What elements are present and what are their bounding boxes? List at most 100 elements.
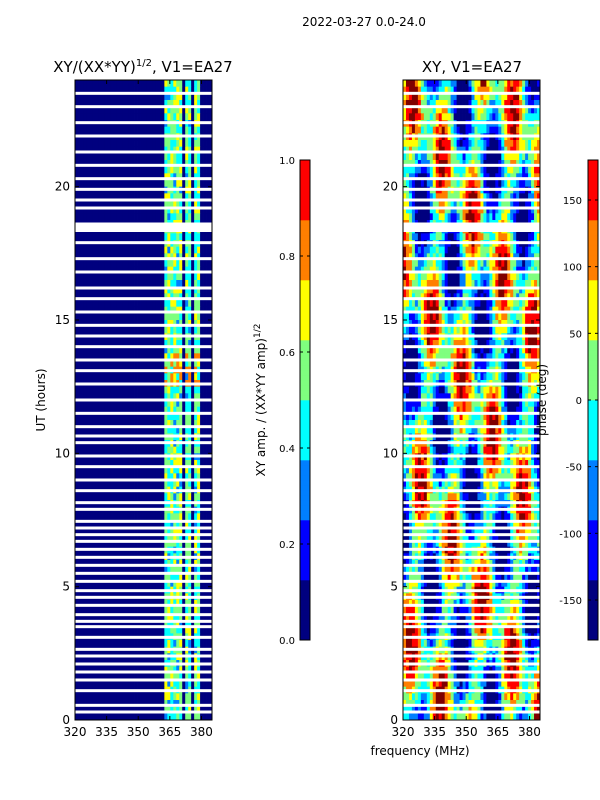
colorbar-segment (300, 175, 310, 181)
flagged-row (75, 489, 212, 493)
colorbar-segment (588, 435, 598, 441)
colorbar-segment (588, 545, 598, 551)
amplitude-colorbar-frame (299, 159, 311, 641)
panel-phase: XY, V1=EA27 320 335 350 365 380 0 5 10 15 20 freq… (370, 58, 540, 758)
x-tick-label: 380 (518, 725, 541, 739)
colorbar-segment (300, 160, 310, 166)
colorbar-segment (300, 195, 310, 201)
colorbar-segment (300, 570, 310, 576)
colorbar-segment (300, 275, 310, 281)
flagged-row (403, 465, 540, 469)
flagged-row (403, 177, 540, 181)
colorbar-segment (300, 310, 310, 316)
colorbar-tick-label: 0.0 (279, 636, 295, 647)
flagged-row (75, 187, 212, 191)
colorbar-segment (300, 240, 310, 246)
amplitude-colorbar: 0.0 0.2 0.4 0.6 0.8 1.0 XY amp. / (XX*YY amp)… (253, 156, 311, 647)
colorbar-segment (588, 475, 598, 481)
colorbar-segment (300, 405, 310, 411)
colorbar-segment (300, 605, 310, 611)
colorbar-segment (588, 490, 598, 496)
flagged-row (75, 150, 212, 154)
amplitude-colorbar-ticks: 0.0 0.2 0.4 0.6 0.8 1.0 (279, 156, 310, 647)
flagged-row (403, 619, 540, 623)
flagged-row (75, 539, 212, 543)
flagged-row (403, 478, 540, 482)
colorbar-segment (588, 180, 598, 186)
colorbar-segment (588, 250, 598, 256)
flagged-row (75, 163, 212, 167)
colorbar-segment (588, 340, 598, 346)
colorbar-segment (588, 280, 598, 286)
colorbar-segment (588, 570, 598, 576)
panel-amplitude-title: XY/(XX*YY)1/2, V1=EA27 (53, 58, 232, 76)
flagged-row (403, 286, 540, 290)
colorbar-segment (588, 225, 598, 231)
colorbar-segment (588, 295, 598, 301)
colorbar-segment (300, 330, 310, 336)
y-tick-label: 15 (383, 313, 398, 327)
flagged-row (403, 345, 540, 349)
colorbar-segment (588, 310, 598, 316)
flagged-row (403, 501, 540, 505)
flagged-row (403, 507, 540, 511)
colorbar-segment (300, 590, 310, 596)
colorbar-segment (588, 270, 598, 276)
flagged-row (403, 134, 540, 138)
colorbar-segment (588, 410, 598, 416)
colorbar-segment (300, 615, 310, 621)
flagged-row (75, 662, 212, 666)
flagged-row (403, 526, 540, 530)
colorbar-segment (300, 205, 310, 211)
phase-colorbar-label: phase (deg) (535, 364, 549, 436)
flagged-row (403, 533, 540, 537)
flagged-row (75, 526, 212, 530)
colorbar-segment (300, 600, 310, 606)
x-tick-label: 350 (455, 725, 478, 739)
colorbar-segment (300, 320, 310, 326)
panel-amplitude-title-suffix: , V1=EA27 (152, 58, 233, 76)
colorbar-segment (588, 380, 598, 386)
colorbar-segment (300, 625, 310, 631)
y-tick-label: 0 (390, 713, 398, 727)
y-tick-label: 15 (55, 313, 70, 327)
amplitude-colorbar-label: XY amp. / (XX*YY amp)1/2 (253, 324, 268, 477)
colorbar-segment (588, 500, 598, 506)
flagged-row (403, 150, 540, 154)
flagged-row (75, 710, 212, 714)
colorbar-segment (588, 315, 598, 321)
flagged-row (403, 710, 540, 714)
flagged-row (75, 507, 212, 511)
colorbar-segment (588, 615, 598, 621)
colorbar-segment (300, 325, 310, 331)
colorbar-segment (300, 415, 310, 421)
flagged-row (75, 310, 212, 314)
flagged-row (403, 241, 540, 245)
colorbar-segment (300, 630, 310, 636)
x-tick-label: 320 (64, 725, 87, 739)
flagged-row (75, 625, 212, 629)
colorbar-segment (300, 450, 310, 456)
flagged-row (75, 670, 212, 674)
colorbar-segment (588, 255, 598, 261)
flagged-row (403, 310, 540, 314)
colorbar-tick-label: -150 (559, 596, 582, 607)
flagged-row (403, 382, 540, 386)
flagged-row (403, 198, 540, 202)
colorbar-segment (300, 535, 310, 541)
flagged-row (403, 670, 540, 674)
colorbar-segment (588, 415, 598, 421)
amplitude-y-axis-label: UT (hours) (34, 368, 48, 431)
flagged-row (75, 382, 212, 386)
colorbar-segment (588, 400, 598, 406)
colorbar-segment (300, 515, 310, 521)
colorbar-segment (588, 330, 598, 336)
colorbar-segment (588, 390, 598, 396)
colorbar-segment (588, 495, 598, 501)
flagged-row (75, 571, 212, 575)
colorbar-segment (300, 260, 310, 266)
flagged-row (403, 539, 540, 543)
colorbar-segment (300, 435, 310, 441)
panel-amplitude: XY/(XX*YY)1/2, V1=EA27 320 335 350 365 380 0 5… (34, 58, 233, 739)
flagged-row (75, 603, 212, 607)
